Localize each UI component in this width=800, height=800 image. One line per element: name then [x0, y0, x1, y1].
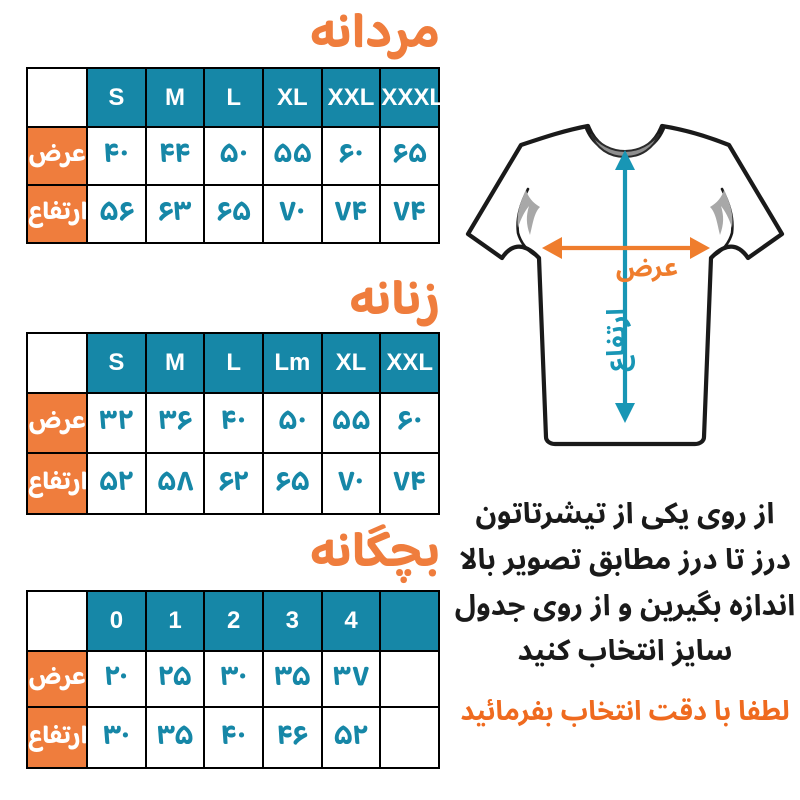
svg-text:عرض: عرض	[616, 241, 678, 296]
svg-text:ارتفاع: ارتفاع	[590, 308, 645, 371]
